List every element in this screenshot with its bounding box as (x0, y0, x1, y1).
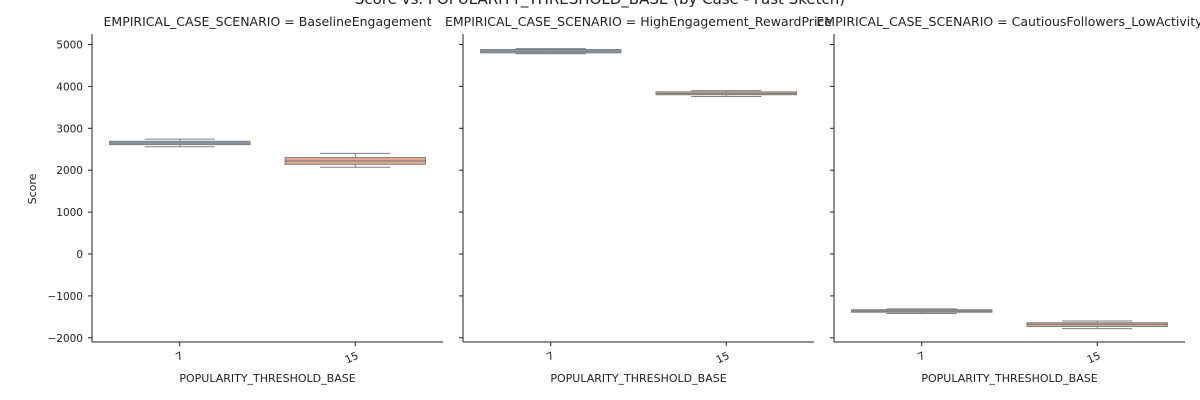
panel-2: EMPIRICAL_CASE_SCENARIO = HighEngagement… (445, 14, 832, 385)
box-15 (655, 90, 797, 97)
x-tick-label: 15 (714, 350, 731, 367)
y-tick-label: −2000 (47, 333, 83, 345)
panel-title: EMPIRICAL_CASE_SCENARIO = BaselineEngage… (104, 14, 432, 29)
box-7 (480, 48, 622, 55)
panel-1: EMPIRICAL_CASE_SCENARIO = BaselineEngage… (47, 14, 443, 385)
panels: EMPIRICAL_CASE_SCENARIO = BaselineEngage… (47, 14, 1200, 385)
x-axis-label: POPULARITY_THRESHOLD_BASE (921, 372, 1097, 385)
y-tick-label: 0 (76, 249, 83, 261)
x-tick-label: 7 (916, 350, 927, 364)
figure-title: Score vs. POPULARITY_THRESHOLD_BASE (by … (355, 0, 845, 9)
y-tick-label: 1000 (56, 207, 83, 219)
y-tick-label: −1000 (47, 291, 83, 303)
box-7 (851, 308, 993, 315)
box-15 (1026, 320, 1168, 330)
panel-3: EMPIRICAL_CASE_SCENARIO = CautiousFollow… (816, 14, 1200, 385)
y-tick-label: 2000 (56, 165, 83, 177)
y-tick-label: 3000 (56, 123, 83, 135)
box-7 (109, 138, 251, 148)
y-tick-label: 4000 (56, 81, 83, 93)
panel-title: EMPIRICAL_CASE_SCENARIO = HighEngagement… (445, 14, 832, 29)
box-15 (284, 152, 426, 168)
y-tick-label: 5000 (56, 39, 83, 51)
x-axis-label: POPULARITY_THRESHOLD_BASE (179, 372, 355, 385)
x-tick-label: 7 (174, 350, 185, 364)
x-tick-label: 7 (545, 350, 556, 364)
x-tick-label: 15 (1085, 350, 1102, 367)
panel-title: EMPIRICAL_CASE_SCENARIO = CautiousFollow… (816, 14, 1200, 29)
x-tick-label: 15 (343, 350, 360, 367)
x-axis-label: POPULARITY_THRESHOLD_BASE (550, 372, 726, 385)
y-axis-label: Score (26, 173, 39, 204)
